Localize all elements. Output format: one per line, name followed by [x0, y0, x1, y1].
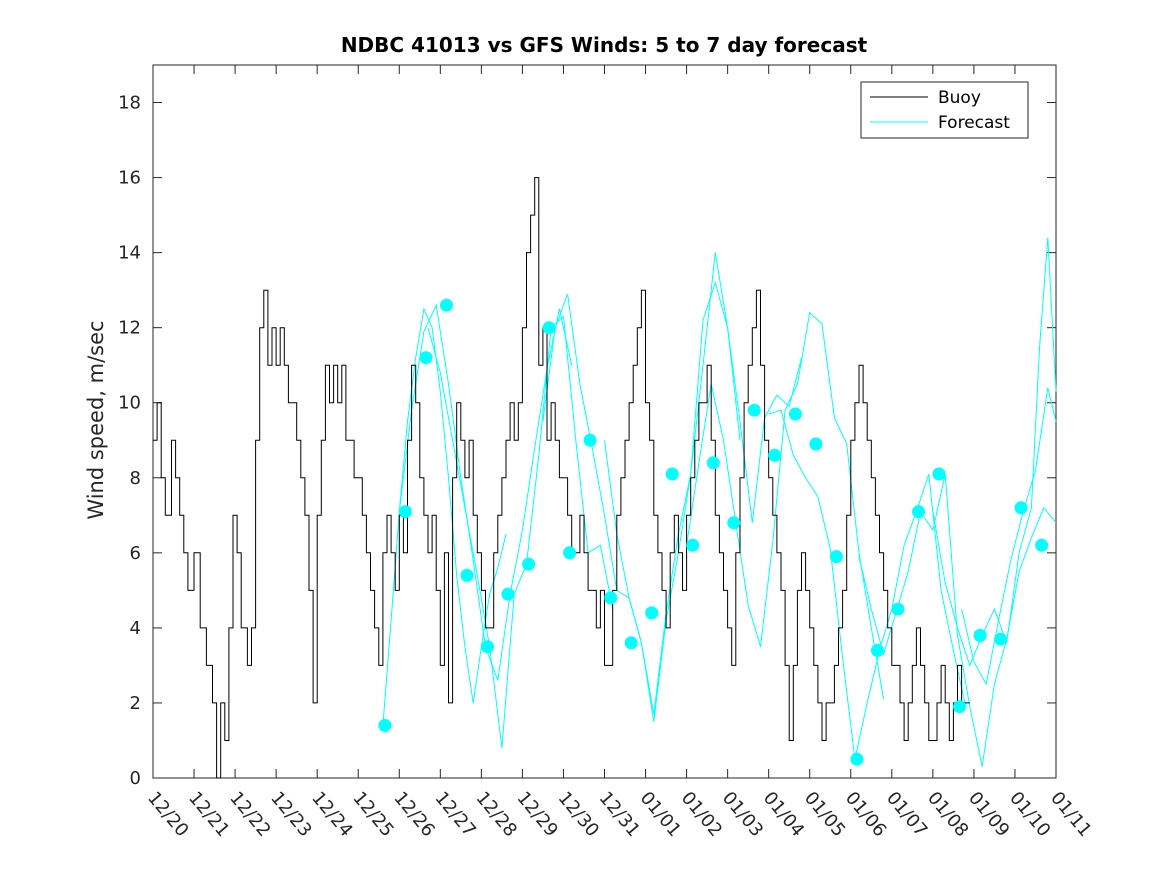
forecast-marker — [747, 403, 761, 417]
forecast-marker — [686, 538, 700, 552]
forecast-marker — [809, 437, 823, 451]
forecast-marker — [481, 640, 494, 654]
y-tick-label: 4 — [130, 618, 141, 639]
legend-buoy-label: Buoy — [938, 88, 981, 108]
forecast-marker — [871, 643, 884, 657]
y-tick-label: 12 — [118, 318, 141, 339]
forecast-marker — [440, 298, 453, 312]
forecast-marker — [891, 602, 905, 616]
forecast-marker — [542, 321, 556, 335]
forecast-marker — [645, 606, 659, 620]
y-tick-label: 6 — [130, 543, 141, 564]
forecast-marker — [1035, 538, 1049, 552]
forecast-marker — [563, 546, 577, 560]
forecast-marker — [604, 591, 618, 605]
forecast-marker — [768, 448, 782, 462]
forecast-marker — [850, 752, 864, 766]
y-tick-label: 14 — [118, 243, 141, 264]
forecast-marker — [727, 516, 741, 530]
forecast-marker — [953, 700, 966, 714]
forecast-marker — [706, 456, 720, 470]
forecast-line — [427, 315, 614, 749]
y-tick-label: 18 — [118, 93, 141, 114]
forecast-marker — [419, 351, 433, 365]
forecast-marker — [994, 632, 1008, 646]
buoy-line — [153, 177, 970, 779]
forecast-marker — [583, 433, 597, 447]
y-axis-label: Wind speed, m/sec — [84, 320, 108, 519]
legend-forecast-label: Forecast — [938, 113, 1010, 133]
forecast-marker — [501, 587, 515, 601]
y-tick-label: 2 — [130, 693, 141, 714]
y-tick-label: 10 — [118, 393, 141, 414]
y-tick-label: 16 — [118, 168, 141, 189]
forecast-marker — [1014, 501, 1028, 515]
y-tick-label: 0 — [130, 768, 141, 789]
forecast-marker — [932, 467, 946, 481]
forecast-line — [858, 473, 1057, 767]
forecast-marker — [460, 568, 474, 582]
forecast-marker — [973, 628, 987, 642]
forecast-marker — [912, 505, 925, 519]
forecast-marker — [624, 636, 638, 650]
forecast-line — [961, 387, 1057, 686]
forecast-marker — [522, 557, 536, 571]
forecast-marker — [378, 719, 392, 732]
legend-box — [860, 81, 1029, 139]
chart-title: NDBC 41013 vs GFS Winds: 5 to 7 day fore… — [341, 33, 868, 57]
forecast-marker — [788, 407, 802, 421]
legend: Buoy Forecast — [860, 81, 1029, 139]
forecast-marker — [398, 505, 412, 519]
forecast-line — [932, 237, 1057, 667]
y-tick-label: 8 — [130, 468, 141, 489]
forecast-marker — [665, 467, 679, 481]
forecast-line — [604, 252, 802, 722]
forecast-marker — [829, 550, 843, 564]
